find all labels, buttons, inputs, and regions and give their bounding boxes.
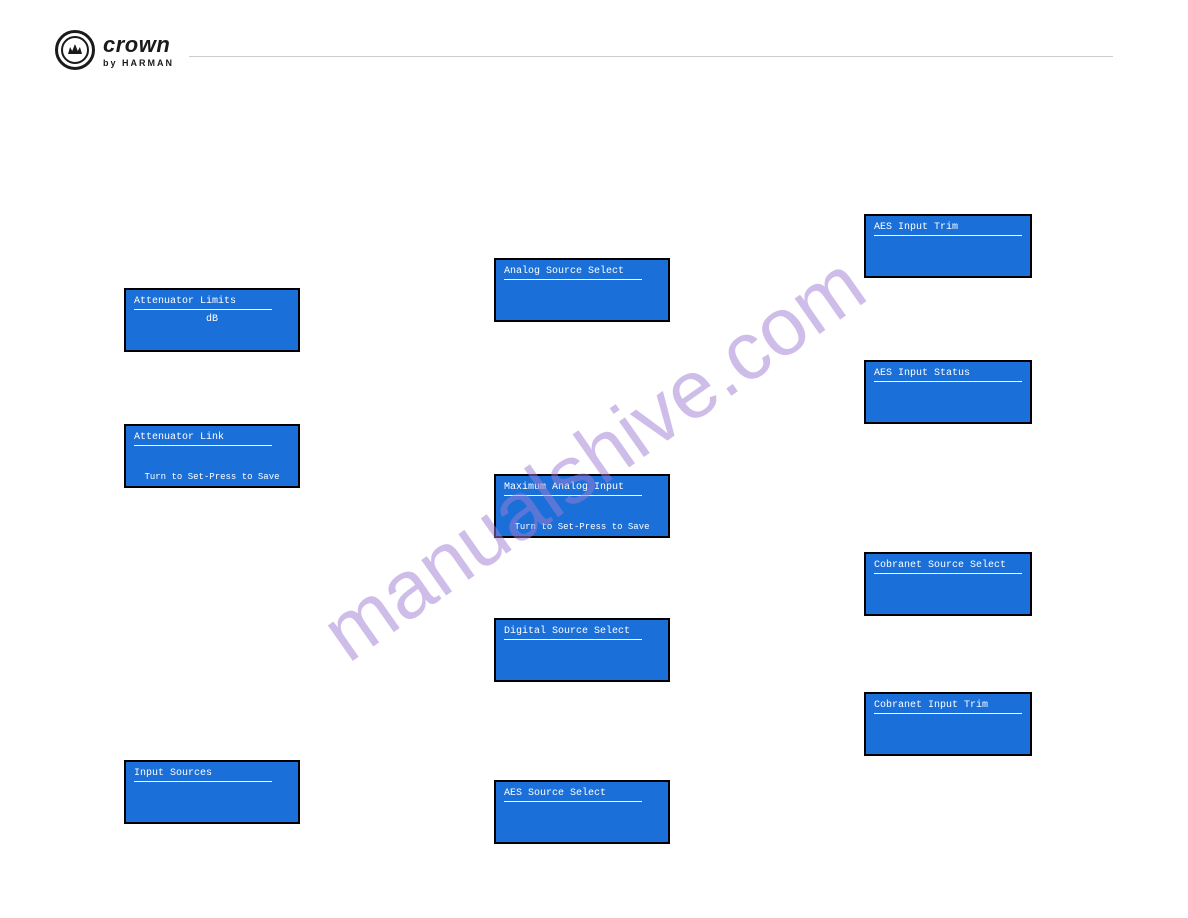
panel-hint: Turn to Set-Press to Save (134, 472, 290, 482)
panel-title: Cobranet Input Trim (874, 700, 1022, 714)
brand-text: crown by HARMAN (103, 32, 174, 68)
panel-value: dB (134, 314, 290, 325)
panel-input-sources: Input Sources (124, 760, 300, 824)
panel-aes-source-select: AES Source Select (494, 780, 670, 844)
panel-maximum-analog-input: Maximum Analog Input Turn to Set-Press t… (494, 474, 670, 538)
panel-title: AES Source Select (504, 788, 642, 802)
panel-title: Digital Source Select (504, 626, 642, 640)
panel-title: AES Input Trim (874, 222, 1022, 236)
panel-title: Analog Source Select (504, 266, 642, 280)
panel-title: Maximum Analog Input (504, 482, 642, 496)
panel-digital-source-select: Digital Source Select (494, 618, 670, 682)
panel-cobranet-source-select: Cobranet Source Select (864, 552, 1032, 616)
panel-title: Attenuator Link (134, 432, 272, 446)
panel-title: Input Sources (134, 768, 272, 782)
panel-hint: Turn to Set-Press to Save (504, 522, 660, 532)
panel-title: AES Input Status (874, 368, 1022, 382)
brand-name: crown (103, 32, 174, 58)
page-header: crown by HARMAN (55, 30, 1113, 70)
brand-byline: by HARMAN (103, 58, 174, 68)
header-divider (189, 56, 1113, 57)
panel-analog-source-select: Analog Source Select (494, 258, 670, 322)
panel-aes-input-trim: AES Input Trim (864, 214, 1032, 278)
panel-aes-input-status: AES Input Status (864, 360, 1032, 424)
panel-title: Cobranet Source Select (874, 560, 1022, 574)
panel-title: Attenuator Limits (134, 296, 272, 310)
panel-cobranet-input-trim: Cobranet Input Trim (864, 692, 1032, 756)
crown-logo-icon (55, 30, 95, 70)
panel-attenuator-limits: Attenuator Limits dB (124, 288, 300, 352)
panel-attenuator-link: Attenuator Link Turn to Set-Press to Sav… (124, 424, 300, 488)
